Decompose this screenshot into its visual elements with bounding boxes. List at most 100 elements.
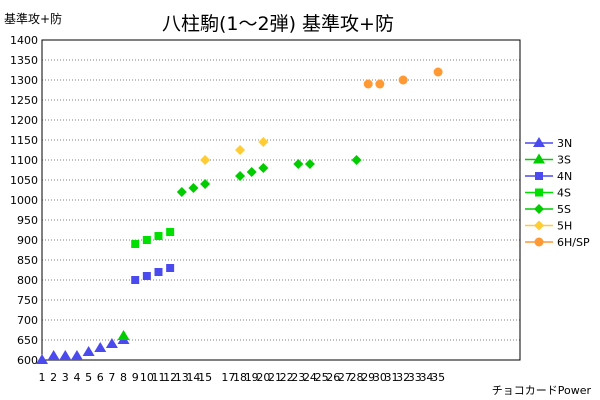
x-tick-label: 17 xyxy=(221,371,235,384)
x-tick-label: 12 xyxy=(163,371,177,384)
data-point xyxy=(70,350,83,360)
x-tick-label: 21 xyxy=(268,371,282,384)
x-tick-label: 13 xyxy=(175,371,189,384)
data-point xyxy=(36,354,48,364)
x-tick-label: 5 xyxy=(85,371,92,384)
x-tick-label: 28 xyxy=(350,371,364,384)
data-point xyxy=(304,159,315,169)
plot-area xyxy=(41,39,521,361)
legend-marker xyxy=(533,137,545,147)
x-tick-label: 19 xyxy=(245,371,259,384)
chart-title: 八柱駒(1～2弾) 基準攻+防 xyxy=(162,13,394,35)
data-points xyxy=(36,67,443,364)
y-tick-label: 1200 xyxy=(10,114,38,127)
x-tick-label: 9 xyxy=(132,371,139,384)
data-point xyxy=(235,145,246,155)
x-tick-label: 30 xyxy=(373,371,387,384)
legend-label: 4N xyxy=(557,170,572,183)
data-point xyxy=(131,240,140,248)
data-point xyxy=(433,67,443,77)
x-tick-label: 15 xyxy=(198,371,212,384)
x-tick-label: 27 xyxy=(338,371,352,384)
data-point xyxy=(351,155,362,165)
x-tick-label: 20 xyxy=(256,371,270,384)
data-point xyxy=(154,268,163,276)
x-tick-label: 3 xyxy=(62,371,69,384)
legend-marker xyxy=(534,237,544,247)
x-tick-label: 10 xyxy=(140,371,154,384)
y-tick-label: 1050 xyxy=(10,174,38,187)
y-tick-label: 1300 xyxy=(10,74,38,87)
data-point xyxy=(82,346,95,356)
data-point xyxy=(200,179,211,189)
legend-marker xyxy=(535,188,543,197)
data-point xyxy=(363,79,373,89)
y-tick-label: 700 xyxy=(17,314,38,327)
data-point xyxy=(47,350,60,360)
data-point xyxy=(154,232,163,240)
y-tick-label: 600 xyxy=(17,354,38,367)
y-axis-label: 基準攻+防 xyxy=(4,11,62,26)
x-tick-label: 26 xyxy=(326,371,340,384)
legend-label: 4S xyxy=(557,187,571,200)
data-point xyxy=(105,338,118,348)
y-tick-label: 850 xyxy=(17,254,38,267)
data-point xyxy=(142,236,151,244)
data-point xyxy=(246,167,257,177)
data-point xyxy=(142,272,151,280)
y-tick-label: 750 xyxy=(17,294,38,307)
x-tick-label: 34 xyxy=(419,371,433,384)
x-tick-label: 33 xyxy=(408,371,422,384)
y-tick-label: 950 xyxy=(17,214,38,227)
y-tick-label: 1150 xyxy=(10,134,38,147)
y-tick-label: 650 xyxy=(17,334,38,347)
data-point xyxy=(59,350,72,360)
data-point xyxy=(94,342,107,352)
data-point xyxy=(188,183,199,193)
y-tick-label: 800 xyxy=(17,274,38,287)
y-tick-label: 1100 xyxy=(10,154,38,167)
x-axis-label: チョコカードPower xyxy=(492,384,592,397)
legend-marker xyxy=(533,153,545,164)
y-tick-label: 900 xyxy=(17,234,38,247)
legend-marker xyxy=(534,220,544,231)
x-tick-label: 18 xyxy=(233,371,247,384)
legend-label: 6H/SP xyxy=(557,236,590,249)
data-point xyxy=(293,159,304,169)
data-point xyxy=(258,163,269,173)
x-tick-label: 35 xyxy=(431,371,445,384)
x-tick-label: 1 xyxy=(39,371,46,384)
data-point xyxy=(398,75,408,85)
legend-marker xyxy=(534,204,544,214)
data-point xyxy=(258,137,269,147)
data-point xyxy=(166,264,175,272)
y-tick-label: 1400 xyxy=(10,34,38,47)
data-point xyxy=(200,155,211,165)
x-tick-label: 6 xyxy=(97,371,104,384)
x-tick-label: 23 xyxy=(291,371,305,384)
x-tick-label: 29 xyxy=(361,371,375,384)
y-tick-label: 1000 xyxy=(10,194,38,207)
x-tick-label: 22 xyxy=(280,371,294,384)
x-tick-label: 24 xyxy=(303,371,317,384)
data-point xyxy=(117,330,130,340)
y-tick-label: 1350 xyxy=(10,54,38,67)
x-tick-label: 8 xyxy=(120,371,127,384)
data-point xyxy=(131,276,140,284)
x-tick-label: 14 xyxy=(186,371,200,384)
x-tick-label: 32 xyxy=(396,371,410,384)
data-point xyxy=(166,228,175,236)
x-tick-label: 31 xyxy=(385,371,399,384)
data-point xyxy=(375,79,385,89)
y-tick-label: 1250 xyxy=(10,94,38,107)
y-axis-ticks: 600 650 700 750 800 850 900 950 1000 1050 1100 1150… xyxy=(10,34,38,367)
legend-label: 3N xyxy=(557,137,572,150)
legend: 3N 3S 4N 4S 5S 5H 6H/SP xyxy=(525,137,590,249)
legend-label: 5H xyxy=(557,220,572,233)
data-point xyxy=(176,187,187,197)
legend-label: 5S xyxy=(557,203,571,216)
x-tick-label: 2 xyxy=(50,371,57,384)
legend-label: 3S xyxy=(557,154,571,167)
